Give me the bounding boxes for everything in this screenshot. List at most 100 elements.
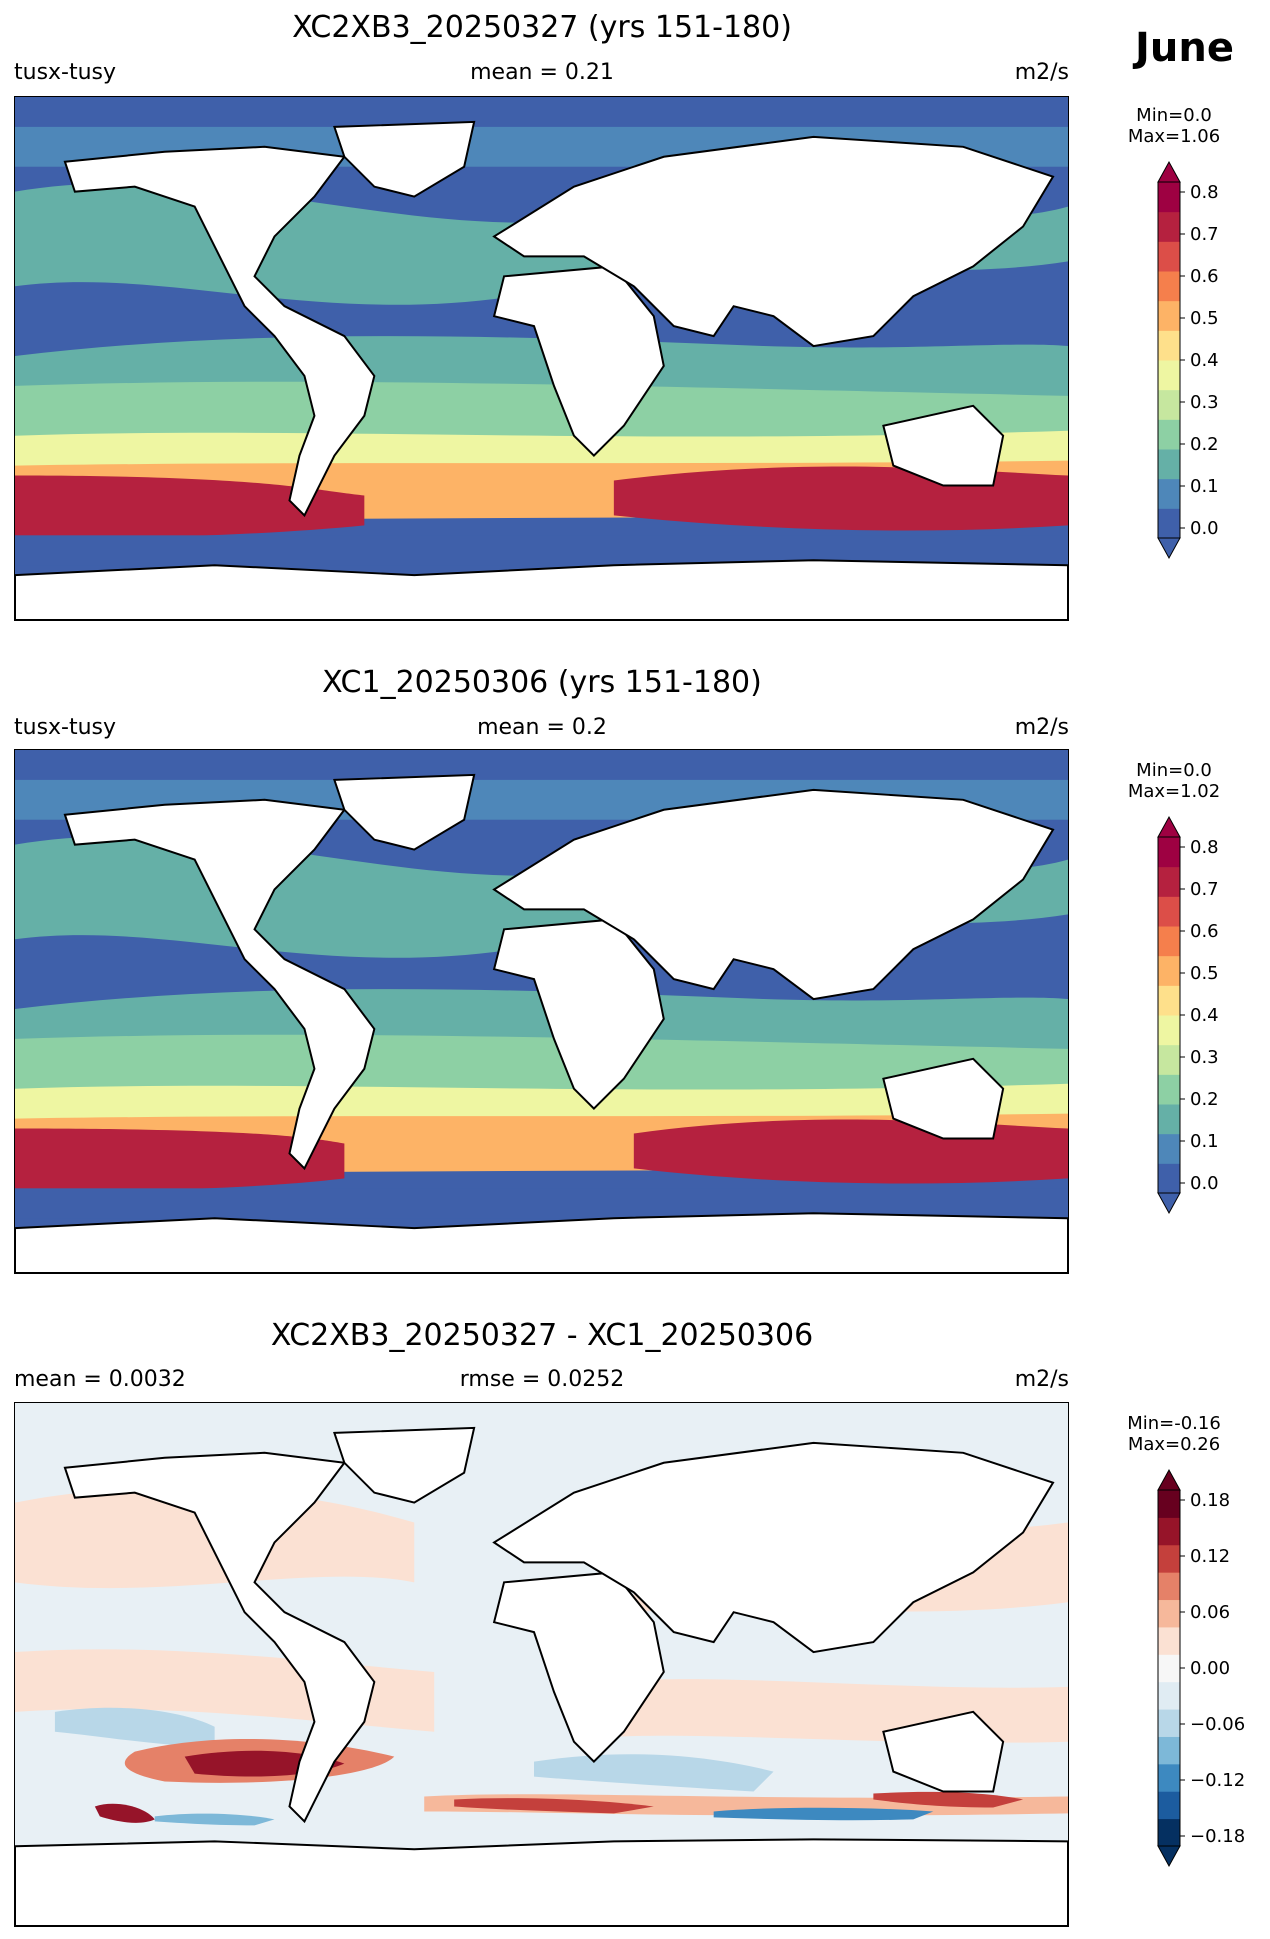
colorbar-tick-label: 0.1 <box>1190 1131 1219 1152</box>
colorbar-segment <box>1158 1133 1180 1164</box>
colorbar-segment <box>1158 1572 1180 1601</box>
colorbar-segment <box>1158 389 1180 420</box>
panel-1-min-label: Min=0.0 <box>1136 105 1212 126</box>
colorbar-extend-min <box>1157 1845 1181 1868</box>
panel-1-colorbar: 0.8 0.7 0.6 0.5 0.4 0.3 0.2 0.1 0.0 <box>1157 160 1219 560</box>
colorbar-tick-label: 0.7 <box>1190 224 1219 245</box>
colorbar-segment <box>1158 1709 1180 1737</box>
panel-3-colorbar-segments <box>1157 1468 1181 1868</box>
panel-2-title: XC1_20250306 (yrs 151-180) <box>322 665 762 700</box>
colorbar-segment <box>1158 1626 1180 1655</box>
colorbar-segment <box>1158 837 1180 868</box>
month-label: June <box>1135 25 1234 71</box>
panel-2-max-label: Max=1.02 <box>1127 781 1221 802</box>
colorbar-segment <box>1158 1654 1180 1683</box>
panel-1-max-label: Max=1.06 <box>1127 126 1221 147</box>
panel-3-map <box>14 1402 1069 1927</box>
colorbar-segment <box>1158 182 1180 213</box>
colorbar-segment <box>1158 300 1180 331</box>
colorbar-extend-max <box>1157 815 1181 838</box>
colorbar-segment <box>1158 271 1180 302</box>
panel-2-min-label: Min=0.0 <box>1136 760 1212 781</box>
colorbar-tick-label: 0.2 <box>1190 1089 1219 1110</box>
colorbar-segment <box>1158 1015 1180 1046</box>
colorbar-segment <box>1158 478 1180 509</box>
colorbar-tick-label: 0.06 <box>1190 1602 1230 1623</box>
colorbar-tick-label: 0.7 <box>1190 879 1219 900</box>
colorbar-segment <box>1158 1791 1180 1820</box>
colorbar-extend-max <box>1157 1468 1181 1491</box>
colorbar-segment <box>1158 1074 1180 1105</box>
colorbar-tick-label: −0.12 <box>1190 1770 1245 1791</box>
colorbar-segment <box>1158 1763 1180 1792</box>
colorbar-tick-label: 0.6 <box>1190 266 1219 287</box>
panel-2-variable-label: tusx-tusy <box>14 715 117 740</box>
colorbar-segment <box>1158 1490 1180 1518</box>
colorbar-segment <box>1158 241 1180 272</box>
panel-1-colorbar-segments <box>1157 160 1181 560</box>
panel-2-map <box>14 749 1069 1274</box>
colorbar-tick-label: −0.18 <box>1190 1826 1245 1847</box>
panel-1-title: XC2XB3_20250327 (yrs 151-180) <box>292 10 792 45</box>
colorbar-segment <box>1158 1104 1180 1135</box>
colorbar-segment <box>1158 1736 1180 1765</box>
colorbar-tick-label: 0.3 <box>1190 392 1219 413</box>
colorbar-segment <box>1158 955 1180 986</box>
panel-3-title: XC2XB3_20250327 - XC1_20250306 <box>270 1318 814 1353</box>
colorbar-tick-label: 0.5 <box>1190 308 1219 329</box>
colorbar-segment <box>1158 508 1180 539</box>
colorbar-tick-label: 0.18 <box>1190 1490 1230 1511</box>
land-masses <box>15 120 1068 620</box>
panel-2-mean-label: mean = 0.2 <box>477 715 607 740</box>
colorbar-segment <box>1158 1544 1180 1573</box>
colorbar-tick-label: 0.6 <box>1190 921 1219 942</box>
colorbar-tick-label: 0.12 <box>1190 1546 1230 1567</box>
colorbar-tick-label: 0.0 <box>1190 1173 1219 1194</box>
colorbar-tick-label: 0.8 <box>1190 182 1219 203</box>
colorbar-segment <box>1158 985 1180 1016</box>
panel-3-colorbar-ticks: 0.18 0.12 0.06 0.00 −0.06 −0.12 −0.18 <box>1180 1490 1245 1847</box>
panel-2-colorbar-ticks: 0.8 0.7 0.6 0.5 0.4 0.3 0.2 0.1 0.0 <box>1180 837 1219 1194</box>
panel-3-rmse-label: rmse = 0.0252 <box>459 1367 625 1392</box>
panel-2-colorbar-segments <box>1157 815 1181 1215</box>
panel-1-variable-label: tusx-tusy <box>14 60 117 85</box>
colorbar-tick-label: 0.4 <box>1190 350 1219 371</box>
land-masses <box>15 1426 1068 1926</box>
colorbar-tick-label: 0.8 <box>1190 837 1219 858</box>
colorbar-segment <box>1158 1818 1180 1847</box>
colorbar-segment <box>1158 926 1180 957</box>
panel-3-units-label: m2/s <box>1014 1367 1069 1392</box>
panel-3-colorbar: 0.18 0.12 0.06 0.00 −0.06 −0.12 −0.18 <box>1157 1468 1245 1868</box>
colorbar-tick-label: 0.00 <box>1190 1658 1230 1679</box>
colorbar-segment <box>1158 1681 1180 1710</box>
panel-1-map <box>14 96 1069 621</box>
panel-2-units-label: m2/s <box>1014 715 1069 740</box>
colorbar-segment <box>1158 1599 1180 1628</box>
panel-1-mean-label: mean = 0.21 <box>470 60 614 85</box>
colorbar-segment <box>1158 360 1180 391</box>
panel-2-colorbar: 0.8 0.7 0.6 0.5 0.4 0.3 0.2 0.1 0.0 <box>1157 815 1219 1215</box>
colorbar-segment <box>1158 1044 1180 1075</box>
colorbar-tick-label: −0.06 <box>1190 1714 1245 1735</box>
colorbar-tick-label: 0.1 <box>1190 476 1219 497</box>
panel-3-min-label: Min=-0.16 <box>1127 1413 1221 1434</box>
colorbar-segment <box>1158 449 1180 480</box>
panel-1-units-label: m2/s <box>1014 60 1069 85</box>
colorbar-segment <box>1158 896 1180 927</box>
colorbar-tick-label: 0.4 <box>1190 1005 1219 1026</box>
colorbar-segment <box>1158 211 1180 242</box>
colorbar-extend-min <box>1157 1192 1181 1215</box>
panel-3-max-label: Max=0.26 <box>1127 1434 1221 1455</box>
colorbar-segment <box>1158 330 1180 361</box>
colorbar-extend-min <box>1157 537 1181 560</box>
colorbar-segment <box>1158 419 1180 450</box>
colorbar-tick-label: 0.5 <box>1190 963 1219 984</box>
colorbar-tick-label: 0.0 <box>1190 518 1219 539</box>
colorbar-tick-label: 0.3 <box>1190 1047 1219 1068</box>
colorbar-tick-label: 0.2 <box>1190 434 1219 455</box>
colorbar-segment <box>1158 866 1180 897</box>
colorbar-segment <box>1158 1517 1180 1546</box>
colorbar-segment <box>1158 1163 1180 1194</box>
panel-3-mean-label: mean = 0.0032 <box>14 1367 186 1392</box>
land-masses <box>15 773 1068 1273</box>
